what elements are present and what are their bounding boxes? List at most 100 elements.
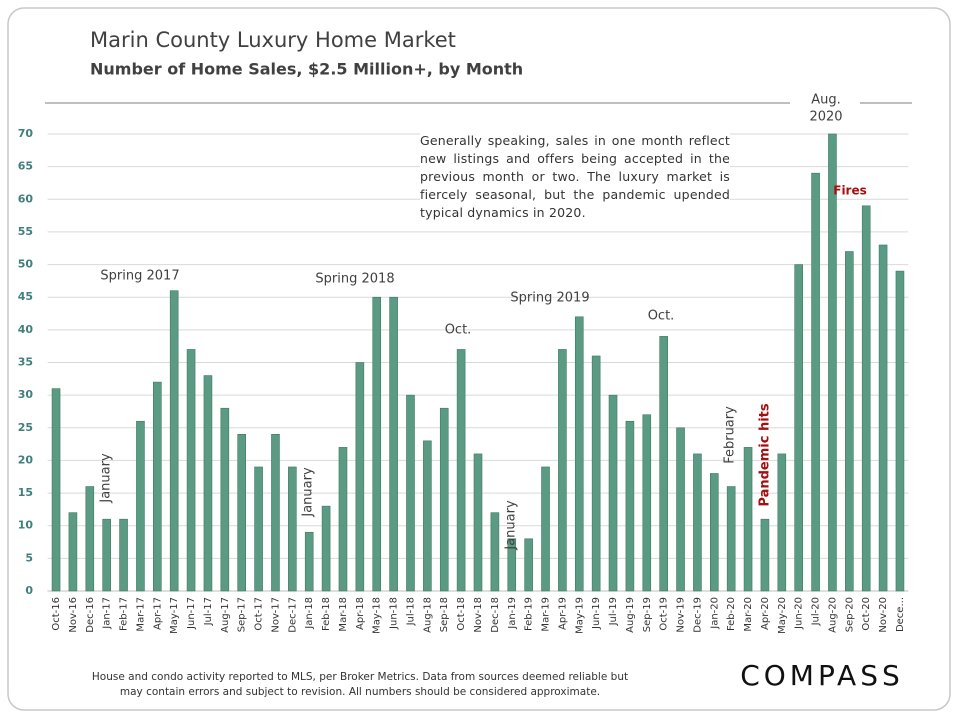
x-tick-label: Aug-19 [625,597,636,633]
bar [423,440,432,592]
bar [490,512,500,592]
bar [507,538,517,592]
footnote: House and condo activity reported to MLS… [92,671,628,683]
x-tick-label: Jul-19 [608,597,619,626]
y-tick-label: 35 [18,356,33,369]
bar [372,296,382,592]
y-tick-label: 20 [18,453,34,466]
x-tick-label: Jan-19 [507,597,518,630]
x-tick-label: May-20 [777,597,788,634]
x-tick-label: Jan-17 [102,597,113,630]
x-tick-label: Mar-20 [743,597,754,632]
bar [895,270,905,592]
bar [591,355,601,592]
bar [321,505,331,592]
x-tick-label: Apr-17 [152,597,163,630]
x-tick-label: Jun-17 [186,597,197,630]
x-tick-label: Jan-18 [304,597,315,630]
annotation: Spring 2018 [315,272,394,287]
chart-title: Marin County Luxury Home Market [90,28,456,52]
x-tick-label: Mar-17 [135,597,146,632]
bar [625,420,635,592]
bar [153,381,162,592]
y-tick-label: 70 [18,127,34,140]
x-tick-label: Apr-18 [355,597,366,630]
x-tick-label: Jul-17 [203,597,214,626]
bar [254,466,263,592]
annotation: Oct. [445,323,472,338]
bar [406,394,415,592]
x-tick-label: Dec-19 [692,597,703,633]
x-tick-label: Dec-18 [490,597,501,633]
bar [726,486,736,592]
bar [355,362,365,592]
bar [642,414,652,592]
bar [203,375,213,592]
annotation: January [504,500,519,551]
x-tick-label: Sep-19 [642,597,653,632]
bar [271,434,280,592]
bar [85,486,95,592]
y-tick-label: 55 [18,225,33,238]
bar [693,453,702,592]
x-tick-label: Oct-17 [254,597,265,631]
x-tick-label: Sep-18 [439,597,450,632]
x-tick-label: Jun-19 [591,597,602,630]
bar [102,518,111,592]
bar [456,349,466,592]
annotation: Fires [833,184,867,198]
x-tick-label: Dece... [895,597,906,632]
frame [7,7,951,711]
bar [878,244,888,592]
x-tick-label: Feb-20 [726,597,737,631]
bar [828,133,837,592]
annotation: January [99,453,114,504]
x-tick-label: Nov-19 [676,597,687,633]
bar [304,531,314,592]
x-tick-label: Aug-17 [220,597,231,633]
x-tick-label: Nov-18 [473,597,484,633]
bar [659,336,668,592]
x-tick-label: Jul-18 [405,597,416,626]
x-tick-label: Sep-20 [844,597,855,632]
y-tick-label: 0 [25,584,33,597]
bar [389,296,398,592]
bar [220,407,230,592]
bar [743,447,753,592]
x-tick-label: Apr-20 [760,597,771,630]
y-tick-label: 60 [18,192,34,205]
x-tick-label: Jan-20 [709,597,720,630]
x-tick-label: Oct-16 [51,597,62,631]
y-tick-label: 15 [18,486,33,499]
x-tick-label: Jun-20 [794,597,805,630]
bar [794,264,803,592]
bar [861,205,871,592]
x-tick-label: Aug-20 [827,597,838,633]
bar [676,427,685,592]
annotation: Spring 2017 [100,269,179,284]
x-tick-label: Oct-19 [659,597,670,631]
y-tick-label: 45 [18,290,33,303]
y-tick-label: 50 [18,258,34,271]
bar [760,518,770,592]
bar [136,420,145,592]
bar [51,388,61,592]
x-tick-label: Feb-17 [119,597,130,631]
x-tick-label: Aug-18 [422,597,433,633]
bar [169,290,179,592]
x-tick-label: May-17 [169,597,180,634]
bar [439,407,449,592]
annotation: January [301,467,316,518]
x-tick-label: Nov-17 [270,597,281,633]
bar [237,434,247,592]
bar [288,466,297,592]
chart-subtitle: Number of Home Sales, $2.5 Million+, by … [90,60,523,79]
x-tick-label: Jun-18 [389,597,400,630]
x-tick-label: Jul-20 [811,597,822,626]
x-tick-label: Mar-19 [541,597,552,632]
annotation: February [723,406,738,464]
y-tick-label: 65 [18,160,33,173]
y-tick-label: 10 [18,519,34,532]
